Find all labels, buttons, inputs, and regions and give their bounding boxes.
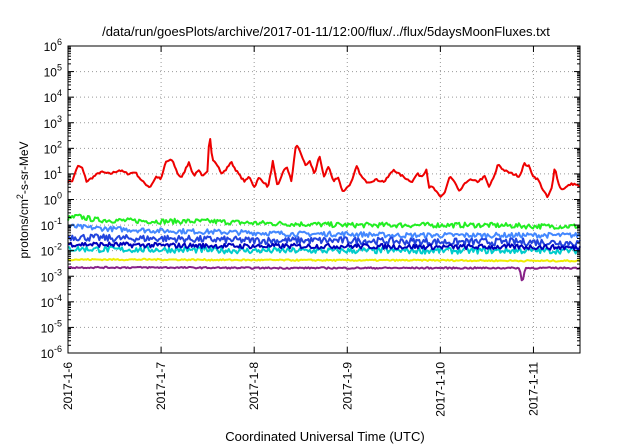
- series-line-2: [67, 213, 581, 230]
- y-tick-label-base: 10: [44, 168, 58, 182]
- x-tick-label: 2017-1-7: [154, 362, 168, 410]
- y-tick-label-exponent: 3: [57, 114, 62, 124]
- series-line-6: [67, 241, 581, 251]
- y-tick-label-base: 10: [41, 296, 55, 310]
- x-axis: 2017-1-6 2017-1-7 2017-1-8 2017-1-9 2017-1-1…: [61, 46, 540, 417]
- series-line-3: [67, 223, 581, 239]
- y-tick-label-exponent: -4: [54, 293, 62, 303]
- y-tick-label-exponent: -3: [54, 267, 62, 277]
- x-tick-label: 2017-1-9: [340, 362, 354, 410]
- y-axis-label-tail: -s-sr-MeV: [17, 141, 31, 194]
- y-tick-label-base: 10: [44, 40, 58, 54]
- y-axis-label-sup: 2: [15, 194, 25, 199]
- y-tick-label: 10-3: [41, 267, 62, 284]
- y-axis-label: protons/cm2-s-sr-MeV: [15, 141, 31, 258]
- y-tick-label: 100: [44, 191, 62, 208]
- y-tick-label: 10-5: [41, 318, 62, 335]
- series-line-1: [67, 138, 581, 199]
- y-tick-label-base: 10: [41, 219, 55, 233]
- series-line-4: [67, 233, 581, 247]
- y-tick-label-base: 10: [41, 321, 55, 335]
- y-tick-label-exponent: 2: [57, 139, 62, 149]
- y-tick-label-base: 10: [44, 66, 58, 80]
- chart-title: /data/run/goesPlots/archive/2017-01-11/1…: [102, 24, 550, 39]
- y-axis: 10-610-510-410-310-210-11001011021031041…: [41, 37, 580, 361]
- y-tick-label: 10-4: [41, 293, 62, 310]
- y-tick-label-exponent: 4: [57, 88, 62, 98]
- y-tick-label-exponent: 0: [57, 191, 62, 201]
- y-tick-label: 10-2: [41, 242, 62, 259]
- y-tick-label-exponent: -1: [54, 216, 62, 226]
- y-axis-label-base: protons/cm: [17, 199, 31, 258]
- x-tick-label: 2017-1-6: [61, 362, 75, 410]
- y-tick-label-base: 10: [41, 245, 55, 259]
- y-tick-label-exponent: 5: [57, 63, 62, 73]
- y-tick-label-base: 10: [41, 270, 55, 284]
- y-tick-label-base: 10: [44, 142, 58, 156]
- y-tick-label-exponent: 1: [57, 165, 62, 175]
- y-tick-label-exponent: -5: [54, 318, 62, 328]
- y-tick-label: 101: [44, 165, 62, 182]
- series-line-5: [67, 245, 581, 255]
- y-tick-label-base: 10: [44, 117, 58, 131]
- y-tick-label-exponent: 6: [57, 37, 62, 47]
- y-tick-label: 105: [44, 63, 62, 80]
- y-tick-label: 10-6: [41, 344, 62, 361]
- y-tick-label-exponent: -2: [54, 242, 62, 252]
- x-tick-label: 2017-1-8: [247, 362, 261, 410]
- x-tick-label: 2017-1-11: [526, 362, 540, 416]
- series-line-8: [67, 265, 581, 282]
- y-tick-label-base: 10: [41, 347, 55, 361]
- y-tick-label-exponent: -6: [54, 344, 62, 354]
- y-tick-label: 104: [44, 88, 62, 105]
- y-tick-label: 102: [44, 139, 62, 156]
- series-group: [67, 138, 581, 282]
- y-tick-label-base: 10: [44, 91, 58, 105]
- series-line-7: [67, 257, 581, 263]
- y-tick-label: 103: [44, 114, 62, 131]
- x-tick-label: 2017-1-10: [433, 362, 447, 417]
- y-tick-label: 106: [44, 37, 62, 54]
- y-tick-label-base: 10: [44, 194, 58, 208]
- y-tick-label: 10-1: [41, 216, 62, 233]
- x-axis-label: Coordinated Universal Time (UTC): [225, 429, 424, 444]
- grid: [68, 46, 580, 353]
